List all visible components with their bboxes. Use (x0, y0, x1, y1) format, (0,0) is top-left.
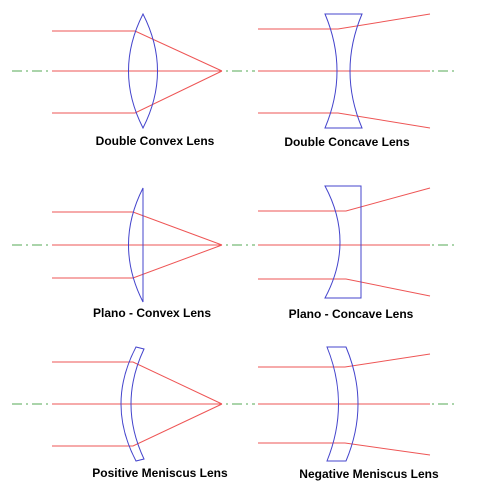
lens-caption: Double Convex Lens (96, 134, 215, 148)
lens-caption: Negative Meniscus Lens (299, 467, 439, 481)
positive-meniscus-lens (120, 346, 145, 462)
positive-meniscus-panel: Positive Meniscus Lens (12, 346, 255, 480)
plano-concave-panel: Plano - Concave Lens (258, 185, 458, 321)
incident-ray-top (52, 30, 223, 72)
incident-ray-bottom (258, 278, 431, 297)
negative-meniscus-panel: Negative Meniscus Lens (258, 346, 458, 481)
incident-ray-top (52, 361, 223, 405)
incident-ray-bottom (52, 70, 223, 114)
double-convex-panel: Double Convex Lens (12, 12, 255, 148)
plano-convex-panel: Plano - Convex Lens (12, 187, 255, 320)
plano-concave-lens (324, 185, 362, 299)
incident-ray-top (258, 187, 431, 212)
incident-ray-bottom (52, 244, 223, 279)
lens-caption: Plano - Concave Lens (289, 307, 414, 321)
lens-caption: Positive Meniscus Lens (92, 466, 228, 480)
double-concave-panel: Double Concave Lens (258, 13, 458, 149)
incident-ray-top (258, 13, 431, 30)
incident-ray-bottom (258, 442, 431, 456)
incident-ray-bottom (52, 403, 223, 447)
double-convex-lens (128, 12, 158, 130)
incident-ray-top (258, 353, 431, 368)
lens-caption: Double Concave Lens (284, 135, 410, 149)
double-concave-lens (324, 13, 363, 129)
incident-ray-top (52, 211, 223, 246)
negative-meniscus-lens (326, 346, 359, 462)
plano-convex-lens (128, 187, 144, 303)
incident-ray-bottom (258, 112, 431, 129)
lens-caption: Plano - Convex Lens (93, 306, 211, 320)
